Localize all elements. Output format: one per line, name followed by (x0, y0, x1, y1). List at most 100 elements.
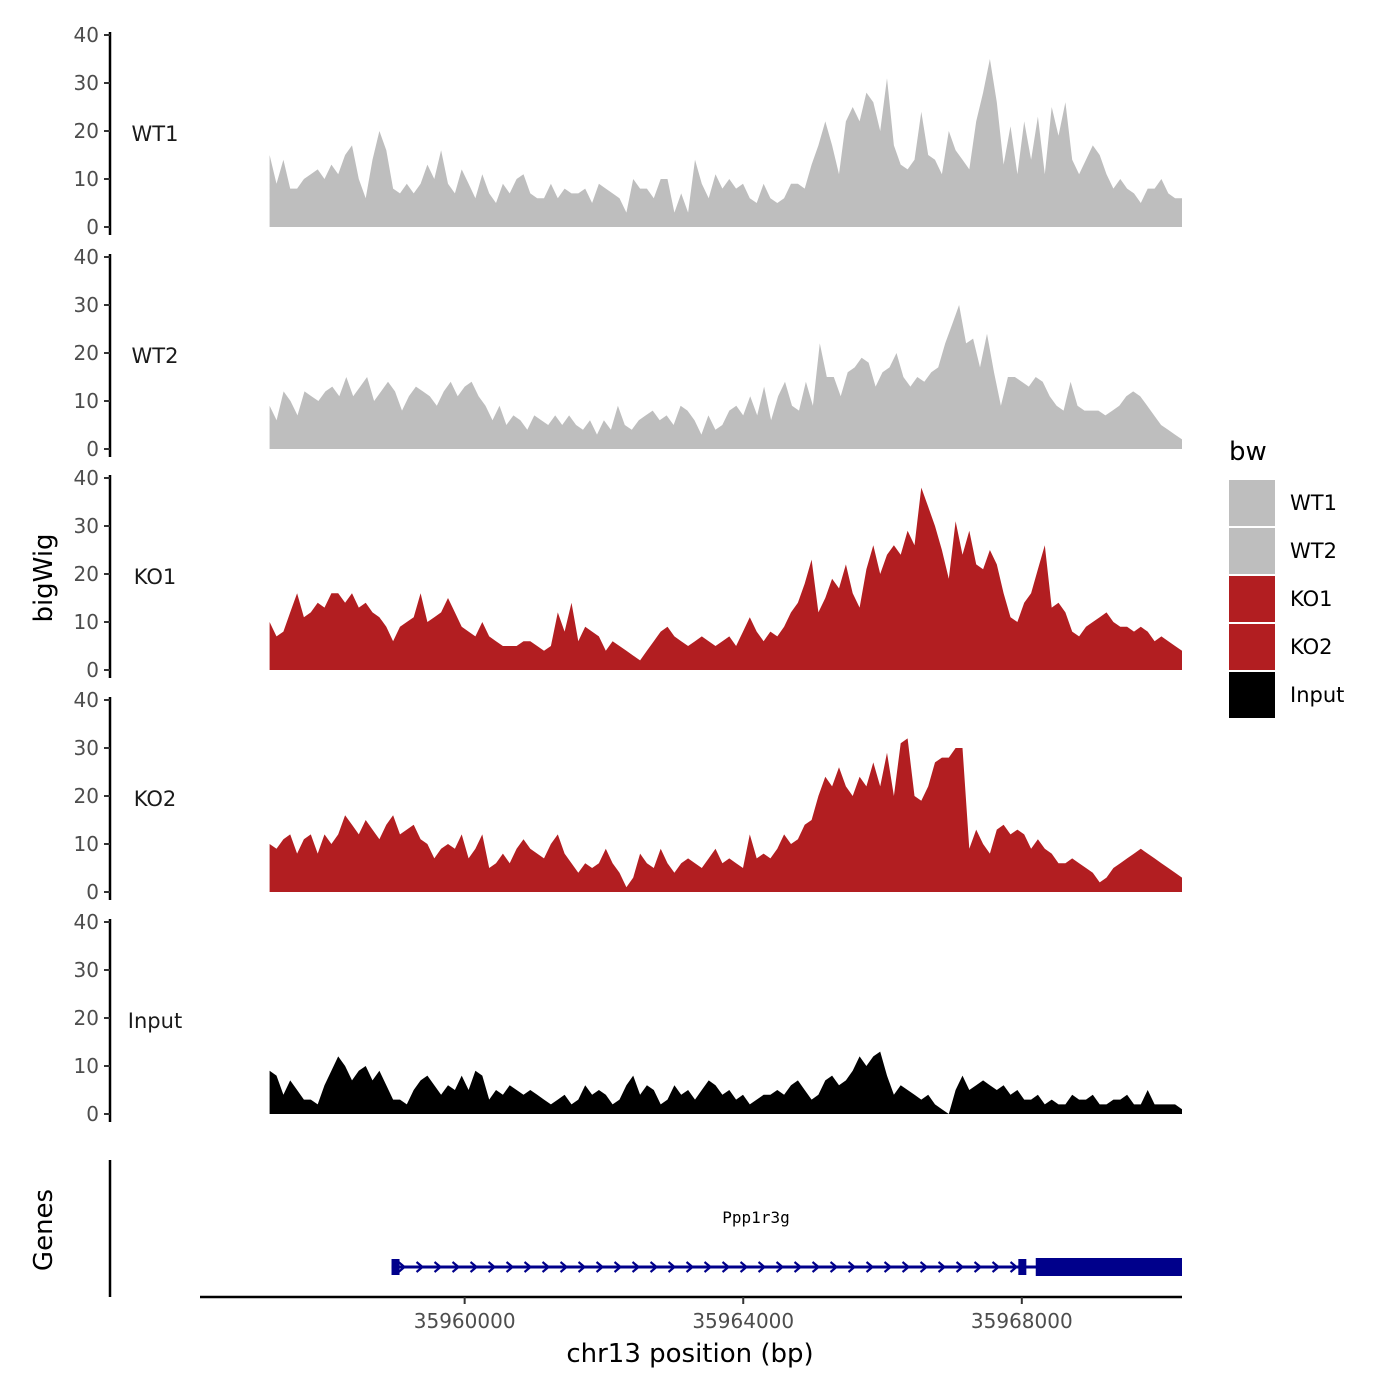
gene-exon (1018, 1259, 1027, 1275)
strand-arrow (487, 1261, 497, 1273)
signal-area-ko2 (269, 738, 1183, 892)
strand-arrow (649, 1261, 659, 1273)
strand-arrow (829, 1261, 839, 1273)
y-tick-label: 0 (86, 215, 99, 239)
track-input: 0 10 20 30 40 Input (74, 910, 1183, 1126)
gene-exon (391, 1259, 400, 1275)
x-axis-title: chr13 position (bp) (566, 1339, 813, 1369)
y-tick-label: 40 (74, 910, 99, 934)
strand-arrow (721, 1261, 731, 1273)
strand-arrow (631, 1261, 641, 1273)
y-tick-label: 30 (74, 514, 99, 538)
gene-track: Ppp1r3g (108, 1160, 1182, 1297)
strand-arrow (613, 1261, 623, 1273)
track-label: KO1 (134, 565, 177, 589)
strand-arrow (865, 1261, 875, 1273)
y-tick-label: 40 (74, 23, 99, 47)
strand-arrow (685, 1261, 695, 1273)
strand-arrow (847, 1261, 857, 1273)
strand-arrow (955, 1261, 965, 1273)
legend-label-wt2: WT2 (1290, 539, 1337, 563)
signal-area-ko1 (269, 487, 1183, 670)
legend-swatch-wt2 (1229, 528, 1275, 574)
signal-area-input (269, 1051, 1183, 1114)
legend-swatch-ko1 (1229, 576, 1275, 622)
y-tick-label: 10 (74, 389, 99, 413)
track-ko2: 0 10 20 30 40 KO2 (74, 688, 1183, 904)
y-tick-label: 20 (74, 784, 99, 808)
legend-swatch-ko2 (1229, 624, 1275, 670)
y-tick-label: 40 (74, 245, 99, 269)
legend-label-input: Input (1290, 683, 1344, 707)
signal-area-wt1 (269, 59, 1183, 227)
strand-arrow (559, 1261, 569, 1273)
legend-label-ko1: KO1 (1290, 587, 1333, 611)
y-tick-label: 0 (86, 437, 99, 461)
y-tick-label: 10 (74, 167, 99, 191)
strand-arrow (415, 1261, 425, 1273)
x-tick-label: 35968000 (971, 1309, 1073, 1333)
x-axis: 35960000 35964000 35968000 (200, 1295, 1182, 1333)
signal-tracks: 0 10 20 30 40 WT1 0 10 20 30 40 WT2 0 10 20 30 40 KO1 0 10 2… (74, 23, 1183, 1126)
strand-arrow (523, 1261, 533, 1273)
strand-arrow (469, 1261, 479, 1273)
strand-arrow (937, 1261, 947, 1273)
legend-swatch-wt1 (1229, 480, 1275, 526)
strand-arrow (883, 1261, 893, 1273)
track-wt1: 0 10 20 30 40 WT1 (74, 23, 1183, 239)
strand-arrow (973, 1261, 983, 1273)
strand-arrow (919, 1261, 929, 1273)
strand-arrow (577, 1261, 587, 1273)
y-tick-label: 20 (74, 562, 99, 586)
y-tick-label: 40 (74, 688, 99, 712)
strand-arrow (901, 1261, 911, 1273)
strand-arrow (433, 1261, 443, 1273)
y-tick-label: 20 (74, 119, 99, 143)
gene-name-label: Ppp1r3g (722, 1208, 789, 1227)
gene-exon (1035, 1258, 1182, 1276)
strand-arrow (667, 1261, 677, 1273)
y-tick-label: 20 (74, 1006, 99, 1030)
y-tick-label: 30 (74, 71, 99, 95)
strand-arrow (595, 1261, 605, 1273)
strand-arrow (505, 1261, 515, 1273)
strand-arrow (451, 1261, 461, 1273)
strand-arrow (541, 1261, 551, 1273)
legend: bw WT1 WT2 KO1 KO2 Input (1229, 437, 1344, 718)
legend-swatch-input (1229, 672, 1275, 718)
strand-arrow (757, 1261, 767, 1273)
track-label: WT1 (132, 122, 179, 146)
y-tick-label: 20 (74, 341, 99, 365)
track-wt2: 0 10 20 30 40 WT2 (74, 245, 1183, 461)
y-axis-title: bigWig (29, 533, 59, 622)
x-tick-label: 35960000 (414, 1309, 516, 1333)
track-label: Input (128, 1009, 182, 1033)
y-tick-label: 10 (74, 610, 99, 634)
y-tick-label: 30 (74, 958, 99, 982)
legend-label-wt1: WT1 (1290, 491, 1337, 515)
y-tick-label: 0 (86, 1102, 99, 1126)
legend-label-ko2: KO2 (1290, 635, 1333, 659)
strand-arrow (739, 1261, 749, 1273)
strand-arrow (703, 1261, 713, 1273)
legend-title: bw (1229, 437, 1267, 467)
strand-arrow (397, 1261, 407, 1273)
y-tick-label: 10 (74, 832, 99, 856)
track-label: KO2 (134, 787, 177, 811)
gene-axis-title: Genes (29, 1189, 59, 1271)
strand-arrow (991, 1261, 1001, 1273)
strand-arrow (811, 1261, 821, 1273)
y-tick-label: 40 (74, 466, 99, 490)
track-label: WT2 (132, 344, 179, 368)
strand-arrow (793, 1261, 803, 1273)
strand-arrow (1009, 1261, 1019, 1273)
x-tick-label: 35964000 (692, 1309, 794, 1333)
y-tick-label: 30 (74, 736, 99, 760)
signal-area-wt2 (269, 305, 1183, 449)
y-tick-label: 10 (74, 1054, 99, 1078)
strand-arrow (775, 1261, 785, 1273)
y-tick-label: 0 (86, 880, 99, 904)
y-tick-label: 30 (74, 293, 99, 317)
y-tick-label: 0 (86, 658, 99, 682)
